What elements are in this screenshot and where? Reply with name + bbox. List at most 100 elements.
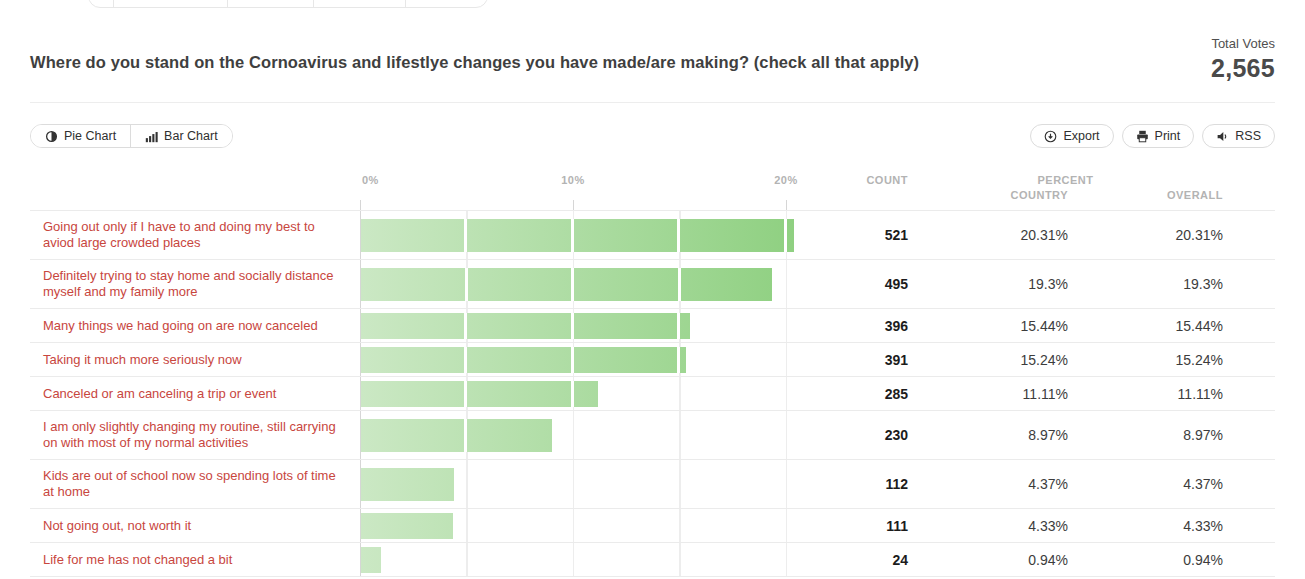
answer-label: Taking it much more seriously now: [30, 344, 360, 376]
export-label: Export: [1063, 129, 1099, 143]
table-row: Not going out, not worth it 111 4.33% 4.…: [30, 509, 1275, 543]
table-row: Life for me has not changed a bit 24 0.9…: [30, 543, 1275, 577]
percent-group-header: PERCENT: [908, 165, 1223, 186]
bar-chart-icon: [145, 130, 158, 143]
answer-label: Many things we had going on are now canc…: [30, 310, 360, 342]
print-button[interactable]: Print: [1122, 124, 1195, 148]
table-row: Kids are out of school now so spending l…: [30, 460, 1275, 509]
answer-bar-cell: [360, 309, 820, 342]
x-axis: 0% 10% 20%: [360, 165, 820, 210]
tab-segment[interactable]: [89, 0, 114, 7]
bar-chart-button[interactable]: Bar Chart: [131, 125, 232, 147]
count-value: 230: [820, 427, 908, 443]
print-label: Print: [1155, 129, 1181, 143]
table-row: Going out only if I have to and doing my…: [30, 211, 1275, 260]
country-column-header: COUNTRY: [908, 189, 1068, 201]
total-votes-label: Total Votes: [1211, 36, 1275, 51]
total-votes: Total Votes 2,565: [1211, 36, 1275, 83]
bar-chart-label: Bar Chart: [164, 129, 218, 143]
x-axis-tick-10: 10%: [561, 174, 585, 186]
answer-label: I am only slightly changing my routine, …: [30, 411, 360, 459]
answer-bar: [361, 381, 598, 407]
cropped-tab-bar[interactable]: [88, 0, 488, 8]
percent-overall-value: 8.97%: [1068, 427, 1223, 443]
percent-overall-value: 15.24%: [1068, 352, 1223, 368]
answer-bar-cell: [360, 460, 820, 508]
count-value: 521: [820, 227, 908, 243]
count-value: 111: [820, 518, 908, 534]
count-value: 285: [820, 386, 908, 402]
answer-bar: [361, 347, 686, 373]
percent-overall-value: 4.37%: [1068, 476, 1223, 492]
count-value: 495: [820, 276, 908, 292]
tick-mark: [573, 200, 574, 210]
count-value: 24: [820, 552, 908, 568]
percent-overall-value: 0.94%: [1068, 552, 1223, 568]
answer-bar: [361, 513, 453, 539]
x-axis-tick-20: 20%: [774, 174, 798, 186]
count-value: 396: [820, 318, 908, 334]
percent-country-value: 0.94%: [908, 552, 1068, 568]
spacer: [1223, 165, 1275, 210]
percent-column-group: PERCENT COUNTRY OVERALL: [908, 165, 1223, 210]
answer-bar: [361, 468, 454, 501]
pie-chart-label: Pie Chart: [64, 129, 116, 143]
chart-type-toggle: Pie Chart Bar Chart: [30, 124, 233, 148]
results-table: 0% 10% 20% COUNT PERCENT COUNTRY OVERALL…: [30, 165, 1275, 577]
percent-overall-value: 19.3%: [1068, 276, 1223, 292]
percent-overall-value: 11.11%: [1068, 386, 1223, 402]
printer-icon: [1136, 130, 1149, 143]
export-button[interactable]: Export: [1030, 124, 1113, 148]
answer-label: Life for me has not changed a bit: [30, 544, 360, 576]
count-value: 391: [820, 352, 908, 368]
answer-label: Kids are out of school now so spending l…: [30, 460, 360, 508]
tab-segment[interactable]: [114, 0, 228, 7]
percent-country-value: 15.44%: [908, 318, 1068, 334]
answer-bar-cell: [360, 343, 820, 376]
answer-bar-cell: [360, 411, 820, 459]
count-column-header: COUNT: [820, 165, 908, 210]
tab-segment[interactable]: [314, 0, 406, 7]
table-row: Taking it much more seriously now 391 15…: [30, 343, 1275, 377]
percent-country-value: 20.31%: [908, 227, 1068, 243]
percent-country-value: 8.97%: [908, 427, 1068, 443]
total-votes-value: 2,565: [1211, 54, 1275, 83]
answer-bar-cell: [360, 377, 820, 410]
answer-bar: [361, 547, 381, 573]
answer-label: Going out only if I have to and doing my…: [30, 211, 360, 259]
page-title: Where do you stand on the Cornoavirus an…: [30, 53, 919, 72]
percent-overall-value: 4.33%: [1068, 518, 1223, 534]
results-header: Where do you stand on the Cornoavirus an…: [30, 0, 1275, 103]
chart-controls: Pie Chart Bar Chart Export Pri: [30, 124, 1275, 148]
count-value: 112: [820, 476, 908, 492]
pie-chart-icon: [45, 130, 58, 143]
answer-bar-cell: [360, 260, 820, 308]
answer-label: Canceled or am canceling a trip or event: [30, 378, 360, 410]
table-row: Many things we had going on are now canc…: [30, 309, 1275, 343]
percent-country-value: 19.3%: [908, 276, 1068, 292]
speaker-icon: [1216, 130, 1229, 143]
export-controls: Export Print RSS: [1030, 124, 1275, 148]
download-icon: [1044, 130, 1057, 143]
poll-results-page: Where do you stand on the Cornoavirus an…: [0, 0, 1305, 579]
pie-chart-button[interactable]: Pie Chart: [31, 125, 130, 147]
answer-bar-cell: [360, 211, 820, 259]
tab-segment[interactable]: [406, 0, 487, 7]
rss-label: RSS: [1235, 129, 1261, 143]
label-column-spacer: [30, 165, 360, 210]
answer-bar: [361, 313, 690, 339]
table-row: Definitely trying to stay home and socia…: [30, 260, 1275, 309]
percent-country-value: 15.24%: [908, 352, 1068, 368]
percent-overall-value: 20.31%: [1068, 227, 1223, 243]
table-body: Going out only if I have to and doing my…: [30, 211, 1275, 577]
overall-column-header: OVERALL: [1068, 189, 1223, 201]
answer-bar: [361, 419, 552, 452]
percent-country-value: 11.11%: [908, 386, 1068, 402]
table-header: 0% 10% 20% COUNT PERCENT COUNTRY OVERALL: [30, 165, 1275, 211]
table-row: Canceled or am canceling a trip or event…: [30, 377, 1275, 411]
percent-country-value: 4.37%: [908, 476, 1068, 492]
tab-segment[interactable]: [228, 0, 314, 7]
x-axis-tick-0: 0%: [362, 174, 379, 186]
answer-bar-cell: [360, 509, 820, 542]
rss-button[interactable]: RSS: [1202, 124, 1275, 148]
